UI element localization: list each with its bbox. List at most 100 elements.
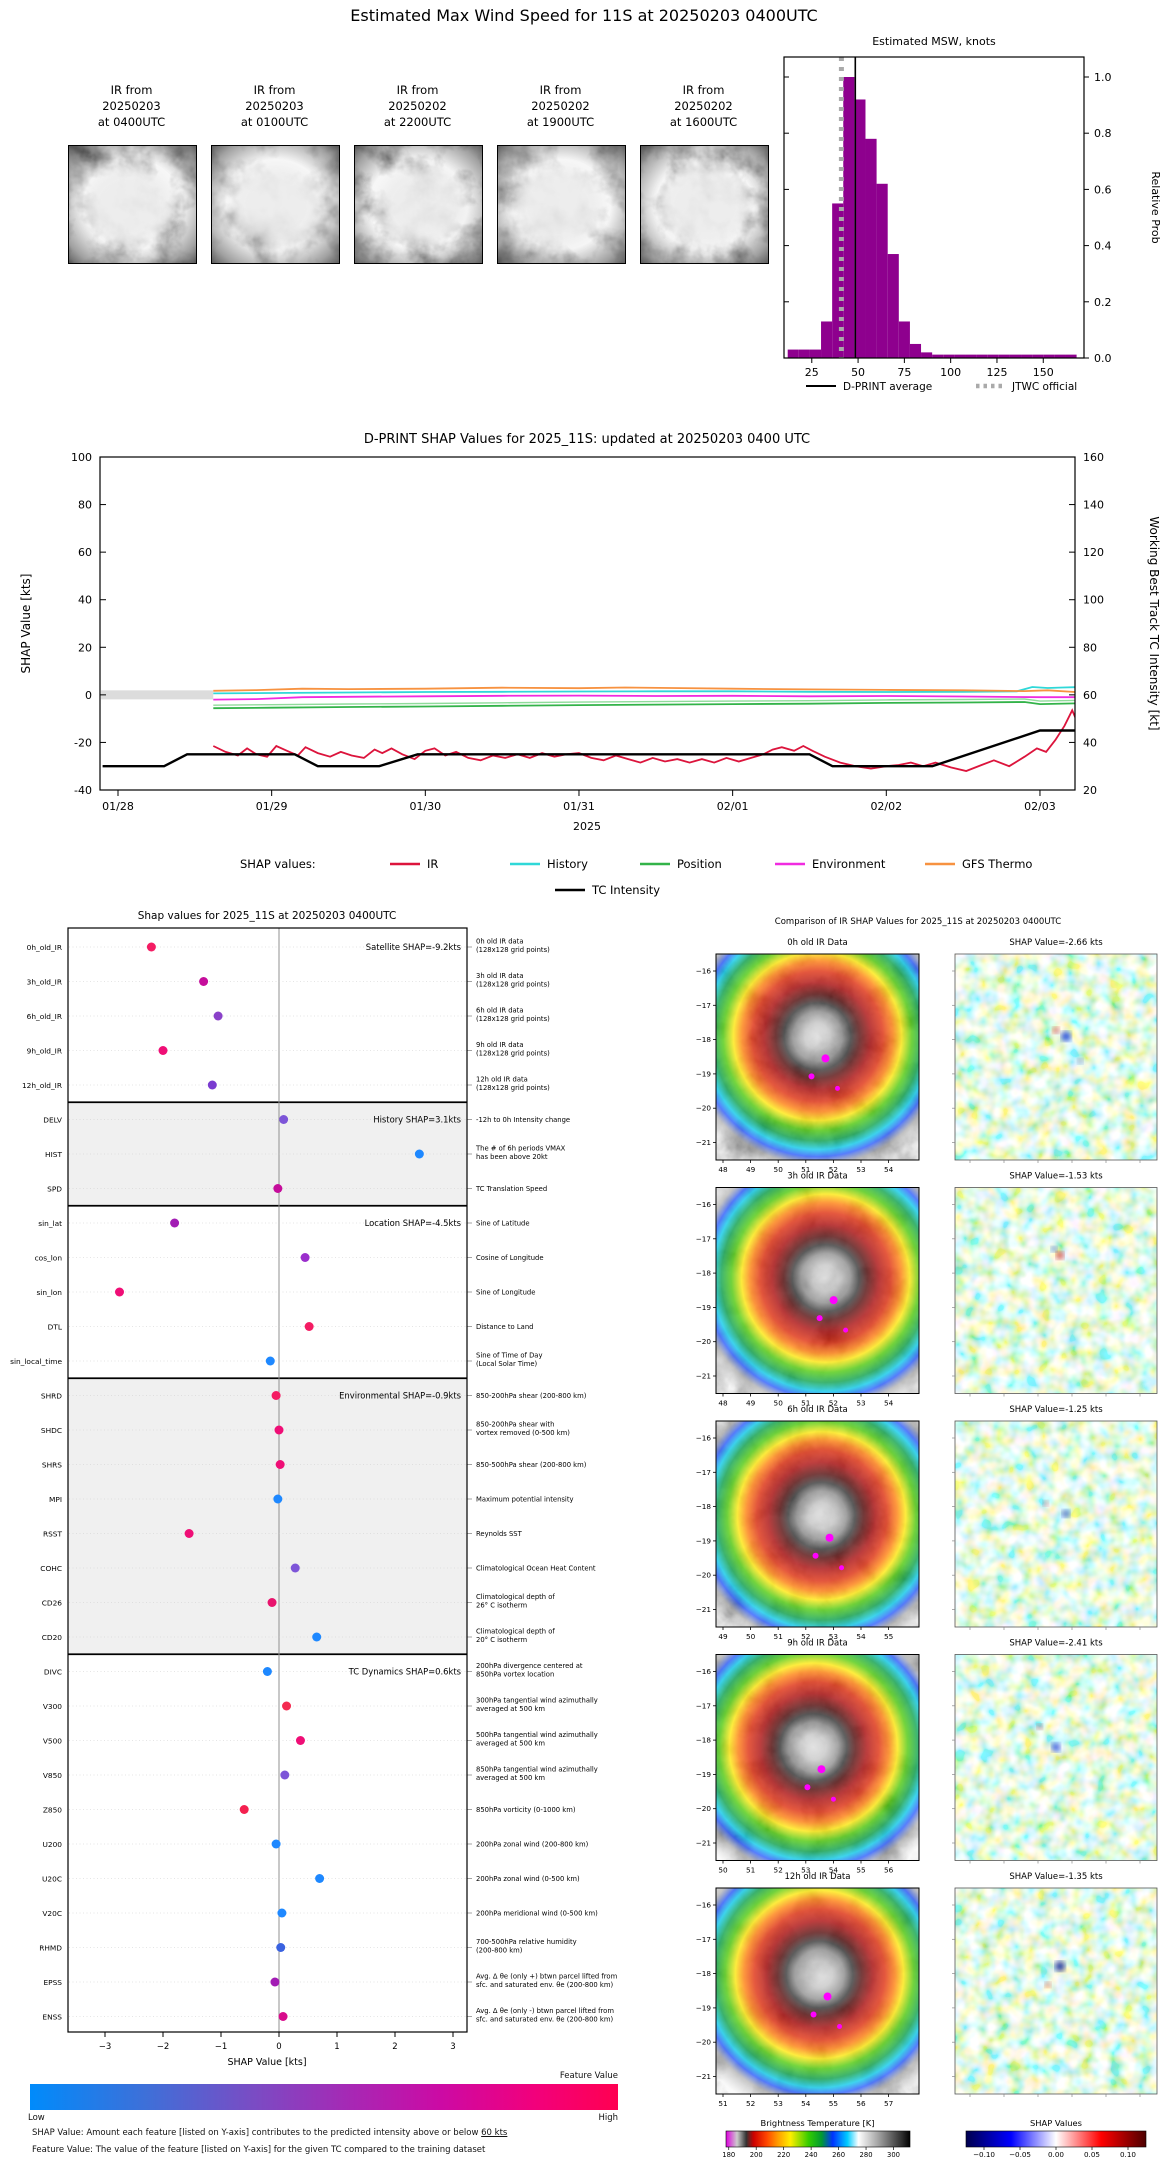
shap-map-blob xyxy=(1051,1742,1061,1752)
histogram-bar xyxy=(787,349,799,358)
feature-row-label: 9h_old_IR xyxy=(27,1047,62,1056)
ir-xtick-label: 54 xyxy=(884,1399,894,1408)
feature-row-label: V850 xyxy=(43,1771,62,1780)
feature-row-label: HIST xyxy=(45,1150,62,1159)
feature-dot xyxy=(207,1080,217,1090)
ir-xtick-label: 52 xyxy=(829,1399,838,1408)
feature-row-label: DIVC xyxy=(44,1668,62,1677)
feature-desc-line: Reynolds SST xyxy=(476,1530,523,1538)
ir-xtick-label: 55 xyxy=(884,1632,893,1641)
legend-label-3: Environment xyxy=(812,857,886,871)
ir-ytick-label: −16 xyxy=(696,1901,712,1910)
histogram-bar xyxy=(854,99,866,358)
ir-map-texture xyxy=(716,1888,919,2094)
ir-thumbnail-label-line: IR from xyxy=(682,83,725,97)
ir-map-speck xyxy=(825,1533,834,1542)
feature-desc-line: 200hPa zonal wind (0-500 km) xyxy=(476,1875,580,1883)
feature-dot xyxy=(267,1598,277,1607)
bt-cbar-tick-label: 200 xyxy=(750,2151,763,2158)
ir-thumbnail-label-line: IR from xyxy=(539,83,582,97)
bt-cbar-tick-label: 300 xyxy=(887,2151,900,2158)
ir-thumbnail-clouds xyxy=(355,146,482,263)
y-tick-label: 0.6 xyxy=(1094,183,1112,196)
section-bg-environmental xyxy=(68,1378,467,1655)
ts-plot-area xyxy=(101,686,1075,772)
histogram-bar xyxy=(1032,354,1044,358)
ir-map-texture xyxy=(716,1187,919,1394)
histogram-bar xyxy=(898,321,910,358)
shap-map-blob xyxy=(1056,1251,1065,1260)
thumb-vignette xyxy=(212,146,339,263)
ir-map-group xyxy=(716,1187,919,1394)
ir-thumbnail-clouds xyxy=(69,146,196,263)
feature-dot xyxy=(278,2012,288,2021)
ir-map-speck xyxy=(830,1796,836,1802)
ir-map-frame xyxy=(715,1187,920,1394)
ir-ytick-label: −19 xyxy=(696,1536,712,1545)
feature-row-label: Z850 xyxy=(43,1806,62,1815)
legend-dprint-label: D-PRINT average xyxy=(843,381,932,393)
yr-tick-label: 160 xyxy=(1083,451,1104,464)
feature-row-label: sin_lon xyxy=(36,1288,62,1297)
feature-desc-line: 850hPa vortex location xyxy=(476,1671,554,1679)
yl-tick-label: 60 xyxy=(78,546,92,559)
ir-ytick-label: −19 xyxy=(696,1770,712,1779)
ir-thumbnail-label-line: at 0400UTC xyxy=(97,115,166,129)
yr-tick-label: 100 xyxy=(1083,594,1104,607)
ir-ytick-label: −19 xyxy=(696,2003,712,2012)
thumb-vignette xyxy=(641,146,768,263)
ir-ytick-label: −21 xyxy=(696,1372,711,1381)
feature-desc-line: Sine of Time of Day xyxy=(476,1352,543,1360)
histogram-bar xyxy=(832,203,844,358)
x-tick-label: 02/03 xyxy=(1024,800,1056,813)
series-position xyxy=(213,701,1075,710)
feature-desc-line: 200hPa meridional wind (0-500 km) xyxy=(476,1910,598,1918)
section-header: Satellite SHAP=-9.2kts xyxy=(366,942,461,952)
ir-thumbnail-label-line: 20250202 xyxy=(531,99,590,113)
ir-map-group xyxy=(716,1654,919,1861)
bt-cbar-tick-label: 280 xyxy=(860,2151,873,2158)
ir-map-speck xyxy=(837,2024,843,2030)
feature-desc-line: (128x128 grid points) xyxy=(476,1084,550,1092)
feature-colorbar-title: Feature Value xyxy=(559,2071,618,2081)
ir-map-title: 9h old IR Data xyxy=(787,1639,848,1649)
histogram-bar xyxy=(809,349,822,358)
histogram-bar xyxy=(943,354,955,358)
shap-map-title: SHAP Value=-1.53 kts xyxy=(1009,1172,1103,1182)
feature-desc-line: sfc. and saturated env. θe (200-800 km) xyxy=(476,2016,613,2024)
histogram-bar xyxy=(998,354,1010,358)
histogram-bar xyxy=(1054,354,1066,358)
shap-map-noise xyxy=(955,1888,1157,2094)
ir-map-texture xyxy=(716,1654,919,1861)
section-header: History SHAP=3.1kts xyxy=(373,1115,461,1125)
histogram-bar xyxy=(876,183,888,358)
yl-tick-label: 0 xyxy=(85,689,92,702)
ir-thumbnail-label: IR from 20250202 at 2200UTC xyxy=(334,82,501,130)
ir-thumbnail-image xyxy=(211,145,340,264)
ir-thumbnail-label-line: at 1600UTC xyxy=(669,115,738,129)
shap-map-noise xyxy=(955,954,1157,1160)
feature-dot xyxy=(271,1839,281,1849)
histogram-bar xyxy=(1043,354,1055,358)
shap-map-frame xyxy=(954,1887,1158,2095)
feature-desc-line: (128x128 grid points) xyxy=(476,981,550,989)
feature-dot xyxy=(273,1494,283,1504)
feature-dot xyxy=(199,977,209,986)
feature-dot xyxy=(315,1874,325,1883)
ir-thumbnail-clouds xyxy=(212,146,339,263)
yl-tick-label: 80 xyxy=(78,499,92,512)
feature-row-label: COHC xyxy=(40,1564,62,1573)
section-header: Environmental SHAP=-0.9kts xyxy=(339,1391,461,1401)
feature-row-label: U200 xyxy=(42,1840,62,1849)
feature-dot xyxy=(414,1149,424,1159)
baseline-band xyxy=(101,690,214,700)
histogram-ylabel: Relative Prob xyxy=(1149,171,1162,243)
shap-map-title: SHAP Value=-1.35 kts xyxy=(1009,1872,1103,1882)
ir-map-title: 12h old IR Data xyxy=(785,1872,851,1882)
shap-cbar-tick-label: −0.10 xyxy=(973,2150,995,2158)
legend-label-0: IR xyxy=(427,857,438,871)
yl-tick-label: -40 xyxy=(74,784,92,797)
feature-desc-line: 3h old IR data xyxy=(476,972,524,980)
ir-xtick-label: 55 xyxy=(829,2099,838,2108)
